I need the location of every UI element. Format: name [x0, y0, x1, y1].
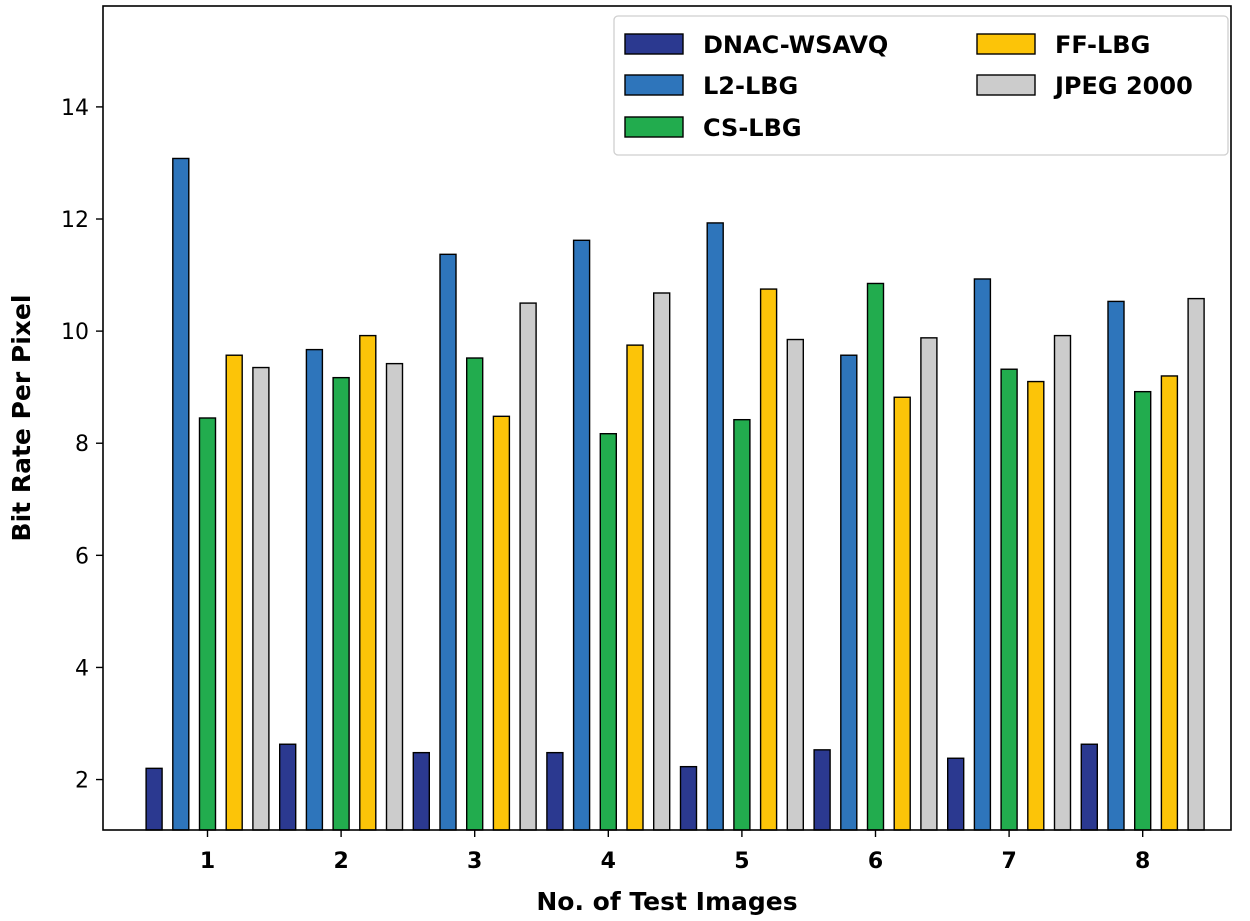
y-tick-label: 10: [61, 320, 89, 345]
legend-label-ff-lbg: FF-LBG: [1055, 31, 1150, 59]
bar-ff-lbg-6: [893, 396, 911, 831]
bar-dnac-wsavq-6: [813, 749, 831, 831]
x-axis: 1 2 3 4 5 6 7 8: [200, 830, 1150, 874]
bar-ff-lbg-4: [626, 344, 644, 831]
y-tick-label: 4: [75, 656, 89, 681]
bar-jpeg-2000-4: [653, 292, 671, 831]
x-tick-label: 7: [1001, 849, 1016, 874]
y-axis-label: Bit Rate Per Pixel: [7, 295, 36, 542]
bar-l2-lbg-2: [305, 348, 324, 831]
x-tick-label: 3: [467, 849, 482, 874]
legend-swatch-dnac-wsavq: [624, 33, 684, 55]
bar-l2-lbg-7: [973, 278, 992, 831]
bar-dnac-wsavq-1: [145, 767, 163, 831]
bar-cs-lbg-7: [1000, 368, 1018, 831]
y-tick-label: 2: [75, 769, 89, 794]
x-tick-label: 8: [1135, 849, 1150, 874]
bar-dnac-wsavq-8: [1080, 743, 1099, 831]
legend-swatch-cs-lbg: [624, 116, 684, 138]
bar-dnac-wsavq-3: [412, 751, 430, 831]
y-tick-label: 14: [61, 96, 89, 121]
bar-dnac-wsavq-2: [279, 743, 297, 831]
bar-jpeg-2000-6: [920, 337, 938, 831]
x-tick-label: 5: [734, 849, 749, 874]
bar-ff-lbg-2: [359, 334, 377, 831]
legend-label-jpeg-2000: JPEG 2000: [1053, 72, 1193, 100]
bar-jpeg-2000-3: [519, 302, 537, 831]
bar-l2-lbg-3: [439, 253, 457, 831]
plot-frame: [102, 5, 1232, 831]
legend-swatch-jpeg-2000: [976, 74, 1036, 96]
bars-layer: [145, 157, 1205, 831]
legend-swatch-l2-lbg: [624, 74, 684, 96]
bar-cs-lbg-8: [1133, 390, 1152, 831]
bar-l2-lbg-5: [706, 222, 724, 831]
bar-cs-lbg-2: [332, 376, 350, 831]
bar-dnac-wsavq-5: [679, 765, 698, 831]
y-axis: 2 4 6 8 10 12 14: [61, 96, 103, 794]
y-tick-label: 12: [61, 208, 89, 233]
bar-ff-lbg-3: [492, 415, 511, 831]
x-tick-label: 2: [333, 849, 348, 874]
x-tick-label: 4: [601, 849, 616, 874]
bar-jpeg-2000-2: [385, 362, 404, 831]
bar-jpeg-2000-5: [786, 338, 804, 831]
bar-l2-lbg-1: [172, 157, 190, 831]
bar-jpeg-2000-7: [1053, 334, 1072, 831]
bar-ff-lbg-7: [1027, 380, 1045, 831]
legend-label-cs-lbg: CS-LBG: [703, 114, 802, 142]
x-tick-label: 6: [868, 849, 883, 874]
bar-cs-lbg-3: [466, 357, 484, 831]
y-tick-label: 8: [75, 432, 89, 457]
bar-cs-lbg-6: [866, 282, 885, 831]
legend: DNAC-WSAVQ L2-LBG CS-LBG FF-LBG JPEG 2000: [613, 15, 1229, 156]
bar-l2-lbg-6: [840, 354, 858, 831]
legend-label-dnac-wsavq: DNAC-WSAVQ: [703, 31, 888, 59]
legend-swatch-ff-lbg: [976, 33, 1036, 55]
bar-cs-lbg-1: [198, 417, 217, 831]
bar-l2-lbg-8: [1107, 300, 1125, 831]
bar-dnac-wsavq-7: [947, 757, 965, 831]
bar-jpeg-2000-1: [252, 366, 270, 831]
bar-ff-lbg-5: [759, 288, 778, 831]
bar-jpeg-2000-8: [1187, 297, 1205, 831]
bar-ff-lbg-8: [1160, 375, 1179, 831]
bar-cs-lbg-5: [733, 418, 751, 831]
bar-cs-lbg-4: [599, 432, 617, 831]
x-axis-label: No. of Test Images: [536, 887, 797, 916]
bar-ff-lbg-1: [225, 354, 243, 831]
bar-dnac-wsavq-4: [546, 751, 564, 831]
legend-box: [613, 15, 1229, 156]
y-tick-label: 6: [75, 544, 89, 569]
legend-label-l2-lbg: L2-LBG: [703, 72, 798, 100]
x-tick-label: 1: [200, 849, 215, 874]
legend-entries: DNAC-WSAVQ L2-LBG CS-LBG FF-LBG JPEG 2000: [624, 31, 1193, 142]
bar-l2-lbg-4: [572, 239, 591, 831]
